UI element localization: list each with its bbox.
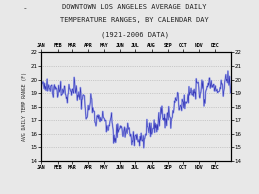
Y-axis label: AVG DAILY TEMP RANGE (F): AVG DAILY TEMP RANGE (F): [23, 72, 27, 141]
Text: TEMPERATURE RANGES, BY CALENDAR DAY: TEMPERATURE RANGES, BY CALENDAR DAY: [60, 17, 209, 23]
Text: (1921-2006 DATA): (1921-2006 DATA): [101, 31, 169, 38]
Text: DOWNTOWN LOS ANGELES AVERAGE DAILY: DOWNTOWN LOS ANGELES AVERAGE DAILY: [62, 4, 207, 10]
Text: -: -: [23, 4, 26, 13]
